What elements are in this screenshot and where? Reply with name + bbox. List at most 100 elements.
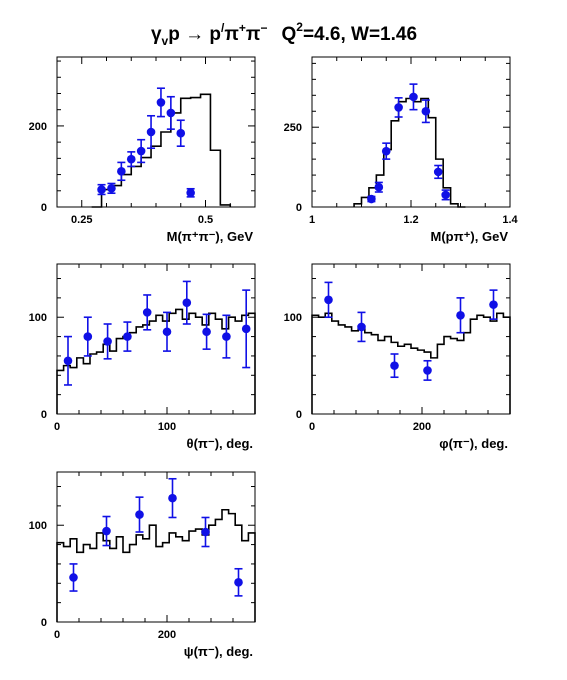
- data-point: [433, 167, 443, 177]
- x-tick-label: 1.2: [403, 214, 418, 226]
- y-tick-label: 0: [296, 409, 302, 421]
- data-point: [241, 324, 251, 334]
- data-point-group: [409, 83, 418, 111]
- data-point: [126, 154, 136, 164]
- y-tick-label: 0: [41, 409, 47, 421]
- data-point-group: [156, 87, 166, 118]
- data-point-group: [357, 311, 366, 343]
- data-point-group: [168, 477, 177, 519]
- y-tick-label: 0: [41, 617, 47, 629]
- data-point: [102, 526, 111, 536]
- y-tick-label: 100: [29, 520, 47, 532]
- x-axis-label: M(π⁺π⁻), GeV: [167, 229, 254, 244]
- data-point-group: [241, 289, 251, 369]
- histogram-line: [56, 508, 256, 622]
- data-point: [135, 510, 144, 519]
- title-plus: +: [239, 21, 246, 35]
- data-point: [409, 92, 418, 102]
- data-point-group: [201, 516, 210, 548]
- title-q: Q: [281, 24, 296, 45]
- data-point: [441, 190, 450, 200]
- panel-phi: 0 200 0 100 φ(π⁻), deg.: [284, 263, 511, 451]
- title-pi2: π: [246, 24, 261, 45]
- data-point: [489, 300, 498, 309]
- data-point: [390, 361, 399, 370]
- data-point: [186, 188, 195, 198]
- title-rest: =4.6, W=1.46: [303, 24, 417, 45]
- figure-title: γvp → p/π+π− Q2=4.6, W=1.46: [151, 20, 417, 48]
- data-point-group: [126, 151, 136, 168]
- data-point-group: [394, 97, 403, 118]
- title-gamma: γ: [151, 24, 162, 45]
- panel-m-pipi: 0.25 0.5 0 200 M(π⁺π⁻), GeV: [29, 56, 256, 244]
- x-tick-label: 0.25: [71, 214, 92, 226]
- plot-frame: [311, 263, 511, 415]
- data-point: [103, 337, 112, 346]
- data-point-group: [367, 194, 376, 204]
- x-tick-label: 0: [54, 421, 60, 433]
- title-pi1: π: [224, 24, 239, 45]
- data-point-group: [97, 183, 106, 196]
- data-point: [146, 127, 156, 137]
- title-middle: p → p: [168, 24, 221, 45]
- data-point-group: [234, 567, 243, 597]
- data-point-group: [433, 164, 443, 180]
- data-point: [202, 327, 211, 337]
- data-point: [234, 578, 243, 587]
- data-point: [162, 327, 172, 337]
- data-point-group: [186, 187, 195, 198]
- title-prime: /: [221, 21, 225, 35]
- x-axis-label: θ(π⁻), deg.: [187, 436, 253, 451]
- title-minus: −: [260, 21, 267, 35]
- x-tick-label: 200: [158, 629, 176, 641]
- data-point-group: [83, 316, 93, 357]
- y-tick-label: 100: [284, 312, 302, 324]
- x-tick-label: 0: [54, 629, 60, 641]
- data-point: [421, 106, 431, 116]
- plot-frame: [56, 56, 256, 208]
- data-point: [97, 185, 106, 194]
- x-tick-label: 0.5: [198, 214, 213, 226]
- histogram-line: [91, 93, 232, 208]
- data-point-group: [117, 161, 126, 182]
- data-point-group: [103, 323, 112, 360]
- data-point: [456, 310, 465, 320]
- data-point-group: [202, 313, 211, 350]
- data-point-group: [381, 142, 391, 160]
- x-tick-label: 0: [309, 421, 315, 433]
- title-q2-sup: 2: [296, 20, 303, 34]
- y-tick-label: 0: [296, 202, 302, 214]
- data-point-group: [421, 99, 431, 124]
- x-axis-label: ψ(π⁻), deg.: [184, 644, 253, 659]
- y-tick-label: 250: [284, 122, 302, 134]
- data-point: [367, 194, 376, 204]
- data-point-group: [324, 281, 333, 319]
- data-point-group: [423, 359, 432, 381]
- data-point: [142, 308, 152, 317]
- histogram-line: [311, 312, 511, 414]
- data-point-group: [166, 95, 176, 130]
- data-point-group: [441, 189, 450, 201]
- histogram-line: [56, 308, 256, 414]
- data-point-group: [162, 311, 172, 352]
- data-point-group: [182, 280, 192, 325]
- panel-m-ppi: 1 1.2 1.4 0 250 M(pπ⁺), GeV: [284, 56, 519, 244]
- x-axis-label: φ(π⁻), deg.: [439, 436, 508, 451]
- data-point: [374, 182, 384, 192]
- panel-psi: 0 200 0 100 ψ(π⁻), deg.: [29, 471, 256, 659]
- data-point: [69, 573, 78, 582]
- data-point: [156, 98, 166, 107]
- data-point: [222, 332, 231, 341]
- data-point: [107, 184, 116, 193]
- data-point-group: [222, 314, 231, 359]
- data-point-group: [107, 182, 116, 195]
- data-point-group: [63, 335, 73, 386]
- data-point-group: [374, 181, 384, 193]
- histogram-line: [353, 97, 466, 208]
- data-point-group: [390, 353, 399, 379]
- data-point-group: [136, 138, 146, 164]
- data-point: [381, 146, 391, 156]
- x-tick-label: 100: [158, 421, 176, 433]
- data-point: [136, 146, 146, 156]
